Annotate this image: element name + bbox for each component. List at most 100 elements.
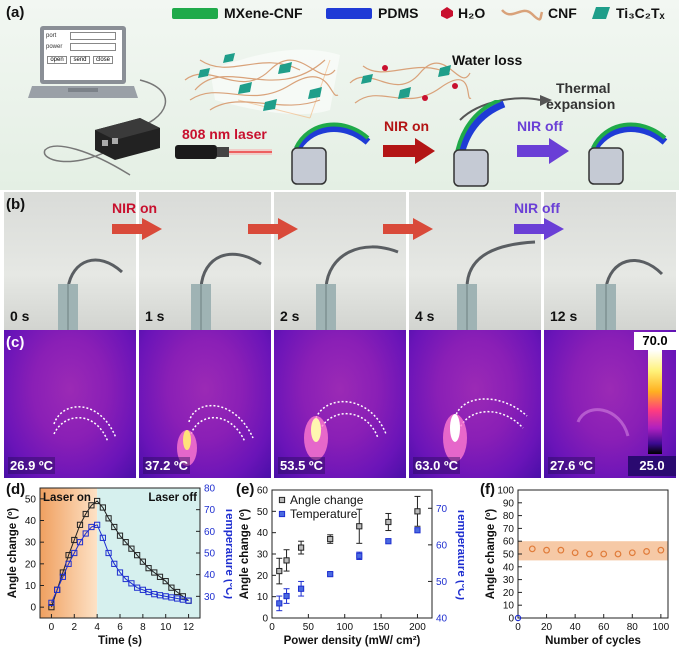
nir-off-label-b: NIR off bbox=[514, 200, 560, 216]
photo-frame-12s: 12 s bbox=[544, 192, 676, 330]
series-0-point bbox=[94, 497, 101, 505]
series-0-point bbox=[327, 535, 334, 543]
legend-marker-1 bbox=[278, 510, 286, 518]
panel-a-schematic: (a) MXene-CNF PDMS H₂O CNF Ti₃C₂Tₓ port … bbox=[0, 0, 679, 190]
series-0-point bbox=[139, 558, 146, 565]
x-axis-label: Number of cycles bbox=[545, 635, 641, 647]
pdms-legend-label: PDMS bbox=[378, 5, 419, 21]
series-1-point bbox=[111, 560, 118, 567]
series-0-point bbox=[571, 549, 579, 557]
series-1-point bbox=[116, 569, 124, 576]
actuator-heated-state bbox=[453, 100, 506, 187]
chart-e-power-density: 0 50 100 150 200 0 10 20 30 40 50 60 40 50 60 70 Power d… bbox=[239, 486, 464, 648]
y2-tick-label: 60 bbox=[204, 527, 216, 538]
series-0-point bbox=[276, 567, 283, 575]
x-tick-label: 6 bbox=[117, 622, 123, 633]
frame-time-0s: 0 s bbox=[10, 308, 30, 324]
thermal-expansion-label-line2: expansion bbox=[546, 96, 616, 112]
frame-time-12s: 12 s bbox=[550, 308, 578, 324]
thermal-expansion-label-line1: Thermal bbox=[556, 80, 611, 96]
series-0-point bbox=[174, 588, 181, 596]
ti3c2tx-legend-label: Ti₃C₂Tₓ bbox=[616, 5, 665, 21]
thermal-frame-4s: 63.0 ºC bbox=[409, 330, 541, 478]
series-1-point bbox=[151, 591, 158, 598]
series-1-point bbox=[105, 549, 112, 557]
y-axis-label: Angle change (º) bbox=[485, 509, 497, 600]
y2-tick-label: 40 bbox=[204, 570, 216, 581]
x-axis-label: Power density (mW/ cm²) bbox=[284, 635, 421, 647]
y2-tick-label: 80 bbox=[204, 484, 216, 495]
nir-on-label-a: NIR on bbox=[384, 118, 430, 134]
panel-a-label: (a) bbox=[6, 4, 25, 21]
series-1-point bbox=[297, 585, 305, 592]
series-1-point bbox=[128, 580, 135, 587]
y-tick-label: 40 bbox=[25, 516, 37, 527]
series-1-point bbox=[82, 530, 89, 537]
series-0-point bbox=[543, 546, 550, 554]
y-tick-label: 10 bbox=[257, 592, 269, 603]
laptop-power-field bbox=[70, 43, 116, 51]
series-1-point bbox=[156, 592, 164, 599]
actuator-recovered-state bbox=[588, 122, 668, 185]
series-0-point bbox=[179, 593, 186, 600]
series-0-point bbox=[151, 569, 158, 576]
series-0-point bbox=[99, 504, 106, 511]
series-1-point bbox=[94, 521, 101, 528]
actuator-initial-state bbox=[291, 122, 371, 185]
thermal-temp-2s: 53.5 ºC bbox=[278, 457, 326, 474]
series-0-point bbox=[614, 550, 622, 558]
y2-tick-label: 50 bbox=[436, 577, 448, 588]
frame-arrow-4 bbox=[514, 218, 564, 240]
series-1-point bbox=[414, 527, 421, 534]
nir-on-arrow bbox=[383, 138, 435, 164]
series-0-point bbox=[643, 548, 650, 555]
series-1-point bbox=[168, 594, 175, 601]
ti3c2tx-flake-icon bbox=[592, 7, 610, 19]
y-tick-label: 50 bbox=[25, 494, 37, 505]
series-1-point bbox=[139, 586, 146, 593]
frame-time-2s: 2 s bbox=[280, 308, 300, 324]
series-1-point bbox=[59, 573, 66, 580]
series-1-point bbox=[145, 588, 152, 596]
x-tick-label: 100 bbox=[653, 622, 670, 633]
series-0-point bbox=[586, 550, 593, 558]
thermal-temp-0s: 26.9 ºC bbox=[8, 457, 56, 474]
pdms-legend-swatch bbox=[326, 8, 372, 19]
series-0-point bbox=[528, 545, 536, 553]
thermal-temp-4s: 63.0 ºC bbox=[413, 457, 461, 474]
h2o-legend-label: H₂O bbox=[458, 5, 486, 21]
frame-arrow-3 bbox=[383, 218, 433, 240]
series-0-point bbox=[297, 544, 305, 551]
panel-d-label: (d) bbox=[6, 481, 26, 498]
series-1-point bbox=[134, 584, 141, 591]
y-tick-label: 0 bbox=[508, 614, 514, 625]
mxene-cnf-legend-label: MXene-CNF bbox=[224, 5, 303, 21]
nir-on-label-b: NIR on bbox=[112, 200, 158, 216]
panel-f-label: (f) bbox=[480, 481, 495, 498]
series-1-point bbox=[185, 597, 192, 604]
x-tick-label: 0 bbox=[269, 622, 275, 633]
y-tick-label: 70 bbox=[503, 524, 515, 535]
chart-d-angle-temperature-vs-time: Laser on Laser off 0 2 4 6 8 10 12 0 10 20 30 40 50 30 4… bbox=[7, 484, 232, 648]
series-0-point bbox=[168, 584, 175, 591]
x-tick-label: 8 bbox=[140, 622, 146, 633]
origin-point bbox=[514, 614, 522, 622]
x-tick-label: 80 bbox=[627, 622, 639, 633]
stability-band bbox=[518, 541, 668, 561]
series-1-point bbox=[71, 549, 78, 557]
series-0-point bbox=[145, 565, 152, 572]
series-0-point bbox=[88, 502, 95, 509]
x-tick-label: 0 bbox=[49, 622, 55, 633]
y-tick-label: 100 bbox=[497, 486, 514, 497]
y-tick-label: 80 bbox=[503, 511, 515, 522]
y2-tick-label: 60 bbox=[436, 540, 448, 551]
series-1-point bbox=[276, 600, 283, 607]
laptop-port-label: port bbox=[46, 33, 57, 39]
y2-tick-label: 70 bbox=[436, 504, 448, 515]
x-axis-label: Time (s) bbox=[98, 635, 142, 647]
y-tick-label: 90 bbox=[503, 498, 515, 509]
series-0-point bbox=[111, 523, 118, 531]
x-tick-label: 150 bbox=[373, 622, 390, 633]
photo-frame-4s: 4 s bbox=[409, 192, 541, 330]
chart-f-cycling: 0 20 40 60 80 1000102030405060708090100Number… bbox=[485, 486, 670, 648]
